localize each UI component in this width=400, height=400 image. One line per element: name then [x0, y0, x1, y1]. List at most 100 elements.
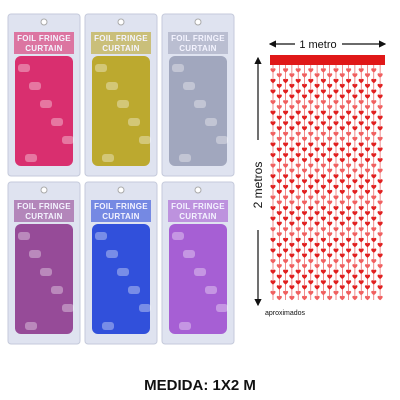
heart — [289, 126, 295, 131]
heart — [308, 259, 314, 264]
heart — [283, 174, 289, 179]
heart — [327, 126, 333, 131]
heart — [346, 216, 352, 221]
heart — [289, 136, 295, 142]
heart — [314, 158, 320, 163]
heart — [352, 94, 358, 99]
heart — [320, 121, 326, 126]
heart — [358, 195, 364, 200]
heart — [270, 131, 276, 137]
heart — [301, 168, 308, 173]
heart — [371, 163, 377, 168]
heart — [283, 206, 289, 211]
heart — [320, 184, 326, 190]
heart — [289, 179, 295, 184]
heart — [358, 131, 364, 137]
heart — [358, 248, 364, 253]
heart — [371, 248, 377, 253]
heart — [276, 147, 282, 152]
package-label: CURTAIN — [25, 212, 63, 221]
heart — [327, 232, 333, 237]
heart — [270, 68, 276, 73]
heart — [289, 115, 295, 120]
heart — [377, 253, 383, 258]
heart — [327, 221, 333, 226]
heart — [377, 221, 383, 226]
heart — [346, 163, 352, 168]
hang-hole — [40, 186, 48, 194]
heart — [314, 232, 320, 237]
foil-shine — [40, 100, 52, 108]
heart — [320, 195, 326, 200]
heart — [301, 83, 308, 89]
foil-shine — [102, 322, 114, 330]
package-label: FOIL FRINGE — [94, 202, 148, 211]
heart — [327, 189, 333, 195]
heart — [358, 163, 364, 168]
heart — [358, 68, 364, 73]
heart — [314, 147, 320, 152]
heart — [276, 126, 282, 131]
heart — [276, 232, 282, 237]
heart — [308, 153, 314, 158]
heart — [371, 227, 377, 232]
heart — [283, 248, 289, 253]
heart — [320, 290, 326, 296]
foil-shine — [106, 250, 118, 258]
heart — [289, 274, 295, 279]
heart — [270, 78, 276, 84]
heart — [346, 290, 352, 296]
heart — [283, 290, 289, 296]
package-label: FOIL FRINGE — [17, 202, 71, 211]
heart — [333, 153, 339, 158]
foil-shine — [128, 118, 140, 126]
heart — [308, 110, 314, 115]
heart — [314, 136, 320, 142]
caption: MEDIDA: 1X2 M — [144, 377, 256, 394]
heart — [371, 290, 377, 296]
heart — [352, 200, 358, 205]
heart — [289, 105, 295, 110]
heart — [320, 110, 326, 115]
heart — [333, 131, 339, 137]
package-label: FOIL FRINGE — [171, 202, 225, 211]
heart — [295, 206, 301, 211]
heart — [295, 269, 301, 274]
foil-shine — [179, 154, 191, 162]
heart — [283, 131, 289, 137]
heart — [377, 274, 383, 279]
heart — [371, 89, 377, 94]
heart — [289, 285, 295, 290]
heart — [314, 126, 320, 131]
heart — [283, 110, 289, 115]
heart — [301, 285, 308, 290]
height-label: 2 metros — [251, 162, 265, 209]
heart — [358, 174, 364, 179]
heart — [371, 269, 377, 274]
heart — [352, 126, 358, 131]
heart — [320, 89, 326, 94]
heart — [270, 195, 276, 200]
heart — [352, 105, 358, 110]
package-label: CURTAIN — [25, 44, 63, 53]
foil — [15, 56, 73, 166]
heart — [295, 121, 301, 126]
heart — [301, 264, 308, 269]
heart — [327, 94, 333, 99]
heart — [314, 189, 320, 195]
heart — [320, 248, 326, 253]
package-label: CURTAIN — [102, 212, 140, 221]
heart — [346, 68, 352, 73]
heart — [314, 274, 320, 279]
heart — [320, 131, 326, 137]
heart — [333, 89, 339, 94]
heart — [289, 83, 295, 89]
heart — [308, 248, 314, 253]
heart — [339, 232, 345, 237]
heart — [301, 189, 308, 195]
heart — [289, 73, 295, 78]
note: aproximados — [265, 310, 306, 317]
foil-shine — [179, 322, 191, 330]
heart — [327, 274, 333, 279]
